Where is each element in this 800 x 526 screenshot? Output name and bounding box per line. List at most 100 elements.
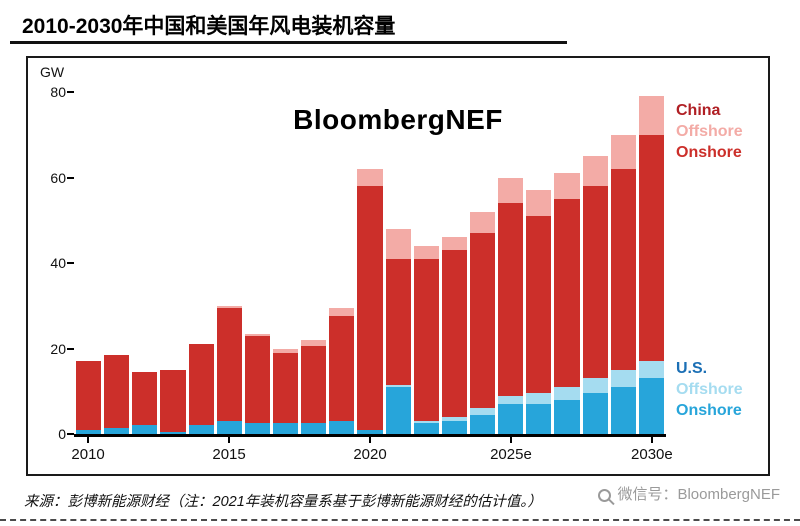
bar-segment — [610, 386, 636, 434]
chart-watermark: BloombergNEF — [293, 104, 503, 135]
y-tick-mark — [67, 347, 74, 350]
bar-2017 — [272, 92, 299, 434]
chart-frame: GW BloombergNEF 0 20 40 60 80 2010 2015 2020 202… — [26, 56, 770, 476]
bar-segment — [244, 335, 270, 424]
bar-segment — [638, 361, 664, 379]
bar-segment — [132, 372, 158, 426]
bar-2018 — [301, 92, 327, 434]
bar-segment — [272, 352, 299, 424]
bar-segment — [469, 211, 496, 234]
bar-segment — [413, 423, 439, 434]
legend-china-title: China — [676, 102, 721, 119]
page-title: 2010-2030年中国和美国年风电装机容量 — [22, 15, 396, 38]
bars-container — [74, 92, 666, 434]
bar-segment — [329, 421, 355, 434]
bar-2011 — [104, 92, 130, 434]
bar-segment — [132, 425, 158, 434]
bar-segment — [441, 250, 467, 417]
bar-segment — [638, 96, 664, 135]
bar-2022 — [413, 92, 439, 434]
bar-segment — [188, 344, 214, 426]
bar-segment — [526, 404, 552, 434]
bar-2023 — [441, 92, 467, 434]
legend-china-onshore: Onshore — [676, 144, 742, 161]
bar-segment — [188, 425, 214, 434]
bar-segment — [160, 369, 186, 432]
bar-2030 — [638, 92, 664, 434]
y-tick-label: 0 — [58, 426, 66, 442]
bar-2016 — [244, 92, 270, 434]
bar-2013 — [160, 92, 186, 434]
bar-segment — [413, 258, 439, 422]
y-tick-mark — [67, 176, 74, 179]
bar-segment — [441, 421, 467, 434]
bar-segment — [385, 384, 411, 387]
y-tick-label: 80 — [50, 84, 66, 100]
title-underline — [10, 41, 567, 44]
bar-segment — [160, 431, 186, 434]
legend-us-title: U.S. — [676, 360, 708, 377]
bar-segment — [554, 198, 580, 387]
plot-area — [74, 92, 666, 437]
legend-china: China Offshore Onshore — [676, 100, 768, 163]
bar-segment — [244, 423, 270, 434]
bar-2026 — [526, 92, 552, 434]
bar-segment — [329, 307, 355, 317]
bar-segment — [554, 387, 580, 400]
y-tick-label: 60 — [50, 169, 66, 186]
y-tick-mark — [67, 262, 74, 264]
bar-2015 — [216, 92, 242, 434]
bar-segment — [554, 173, 580, 199]
bar-segment — [582, 378, 608, 394]
bar-segment — [582, 156, 608, 187]
bar-segment — [498, 395, 524, 405]
bar-2020 — [357, 92, 383, 434]
x-tick-mark — [509, 437, 512, 443]
bar-segment — [413, 245, 439, 259]
bar-segment — [104, 354, 130, 428]
source-note: 来源：彭博新能源财经（注：2021年装机容量系基于彭博新能源财经的估计值。） — [24, 494, 543, 510]
bar-2010 — [76, 92, 102, 434]
bar-segment — [272, 348, 299, 353]
bar-2027 — [554, 92, 580, 434]
bar-segment — [301, 346, 327, 424]
legend-us: U.S. Offshore Onshore — [676, 358, 768, 421]
bar-segment — [498, 404, 524, 434]
x-tick-mark — [228, 437, 231, 443]
bar-segment — [526, 190, 552, 216]
bar-segment — [216, 305, 242, 308]
legend-us-offshore: Offshore — [676, 381, 743, 398]
x-tick-label: 2015 — [212, 446, 246, 463]
bar-segment — [610, 369, 636, 387]
bar-2024 — [469, 92, 496, 434]
bar-2021 — [385, 92, 411, 434]
bar-segment — [357, 186, 383, 430]
x-tick-label: 2030e — [631, 446, 673, 463]
bar-2019 — [329, 92, 355, 434]
y-tick-mark — [67, 433, 74, 435]
bar-segment — [104, 427, 130, 434]
magnifier-icon — [598, 488, 612, 502]
bar-segment — [216, 307, 242, 422]
bar-2025 — [498, 92, 524, 434]
wechat-watermark-text: 微信号：BloombergNEF — [617, 486, 780, 503]
bar-segment — [582, 186, 608, 379]
bar-segment — [469, 233, 496, 409]
bar-segment — [216, 421, 242, 434]
bar-2029 — [610, 92, 636, 434]
x-tick-label: 2020 — [353, 446, 387, 463]
bar-segment — [385, 258, 411, 385]
bar-segment — [357, 429, 383, 434]
y-tick-label: 20 — [50, 340, 66, 357]
bar-segment — [301, 339, 327, 347]
bar-segment — [469, 408, 496, 415]
x-tick-mark — [87, 437, 90, 443]
bar-segment — [526, 393, 552, 405]
wechat-watermark: 微信号：BloombergNEF — [598, 483, 780, 504]
bar-segment — [357, 168, 383, 187]
bar-segment — [301, 423, 327, 434]
bar-segment — [610, 134, 636, 169]
bar-2012 — [132, 92, 158, 434]
bar-segment — [441, 416, 467, 422]
bar-segment — [469, 414, 496, 434]
